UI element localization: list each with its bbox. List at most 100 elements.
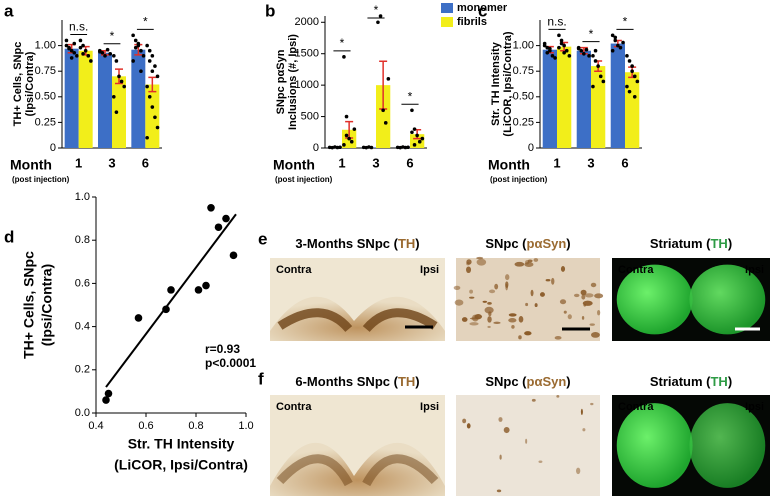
image-label: Ipsi [420,264,439,276]
data-point [69,56,74,60]
y-tick-label: 0.50 [35,91,56,103]
data-point [593,59,598,63]
data-point [627,89,632,94]
data-point [562,50,566,55]
data-point [542,41,547,46]
tissue [270,296,445,341]
x-tick-label: 3 [108,155,115,170]
image-label: Ipsi [745,264,764,276]
data-point [582,51,586,56]
y-tick-label: 2000 [295,16,319,28]
y-tick-label: 0.25 [513,116,534,128]
striatum [689,264,766,335]
data-point [342,55,346,59]
inclusion [476,258,487,266]
x-axis-label: Str. TH Intensity [128,436,235,452]
x-axis-label: (LiCOR, Ipsi/Contra) [114,457,248,473]
data-point [406,145,410,150]
inclusion [461,317,468,322]
inclusion [471,314,479,322]
data-point [67,46,71,51]
inclusion [597,309,601,316]
data-point [72,41,77,46]
y-axis-label: (Ipsi/Contra) [24,51,36,116]
inclusion [580,408,583,415]
data-point [587,54,591,58]
data-point [133,38,138,43]
inclusion [530,289,534,297]
inclusion [589,323,595,326]
data-point [630,69,634,73]
data-point [625,54,629,58]
data-point [207,204,215,212]
y-tick-label: 500 [301,110,319,122]
annotation: p<0.0001 [205,356,256,370]
inclusion [453,285,461,290]
data-point [338,145,342,150]
x-tick-label: 0.6 [138,420,153,432]
title-part: ) [415,374,419,389]
data-point [579,48,584,53]
data-point [576,46,581,51]
significance-label: * [623,15,628,29]
bar [557,46,572,148]
inclusion [505,274,510,281]
y-tick-label: 0 [50,142,56,154]
title-part: TH [710,374,727,389]
image-title: 3-Months SNpc (TH) [295,236,419,251]
data-point [78,45,83,50]
data-point [114,59,119,63]
inclusion [466,423,471,429]
data-point [369,145,374,150]
inclusion [499,454,502,460]
y-tick-label: 0.75 [35,65,56,77]
micrograph [270,258,445,341]
inclusion [494,283,499,290]
data-point [229,251,238,260]
fit-line [105,213,237,388]
title-part: SNpc ( [485,374,527,389]
panel-label: b [265,1,275,20]
inclusion [487,302,492,305]
data-point [548,46,552,51]
title-part: TH [398,374,415,389]
inclusion [554,335,562,340]
y-axis-label: TH+ Cells, SNpc [21,251,37,359]
data-point [627,59,632,63]
inclusion [559,299,567,305]
x-tick-label: 6 [621,155,628,170]
data-point [98,49,102,54]
inclusion [466,266,472,274]
image-label: Ipsi [420,401,439,413]
x-tick-label: 1 [553,155,560,170]
y-tick-label: 0 [528,142,534,154]
title-part: 6-Months SNpc ( [295,374,398,389]
bar [112,76,126,148]
inclusion [518,335,522,340]
title-part: ) [415,236,419,251]
inclusion [484,306,494,314]
error-bar [148,76,157,93]
significance-label: * [143,15,148,29]
annotation: r=0.93 [205,342,240,356]
panel-label: c [478,1,487,20]
image-label: Ipsi [745,401,764,413]
inclusion [482,300,488,303]
bar [576,50,591,148]
inclusion [590,402,594,406]
inclusion [538,460,543,463]
bar [376,85,391,148]
data-point [386,77,391,81]
legend-label: monomer [457,2,508,14]
y-tick-label: 0.4 [75,321,90,333]
data-point [596,64,600,68]
striatum [616,403,693,488]
tissue-bg [456,258,600,341]
bar [610,43,625,148]
inclusion [581,294,586,300]
tissue-dark [276,454,439,487]
data-point [412,143,417,147]
inclusion [580,289,587,296]
title-part: pαSyn [527,374,567,389]
